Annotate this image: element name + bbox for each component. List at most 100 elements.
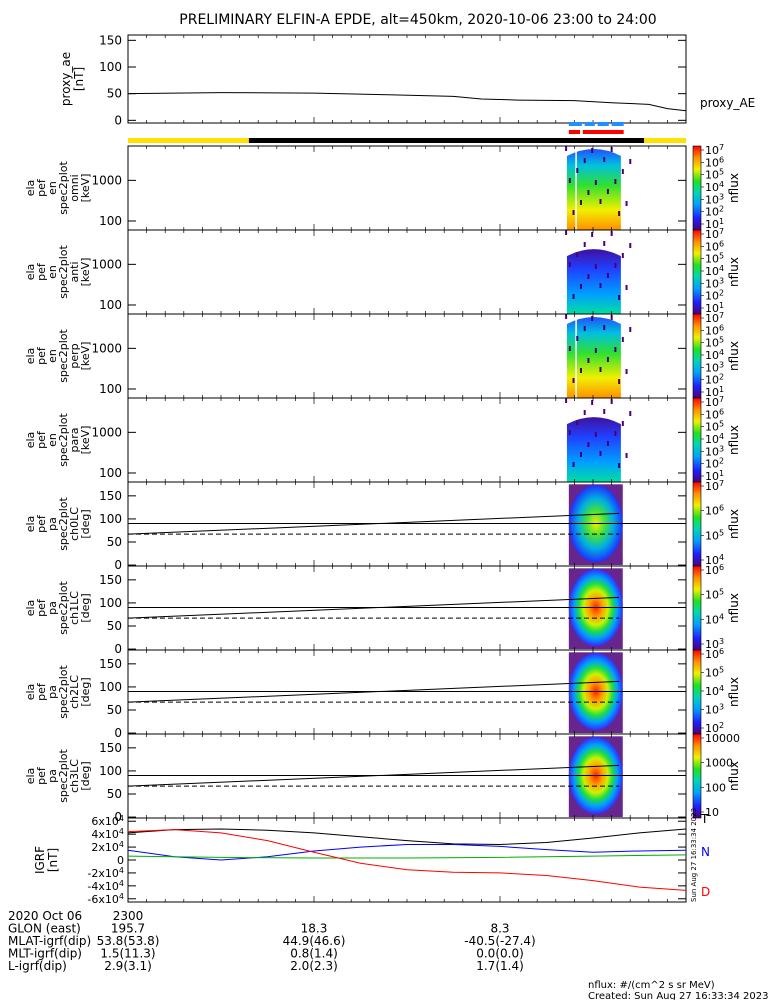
proxy-ae-panel: 0 50 100 150 proxy_ae [nT] proxy_AE [59,33,755,127]
spec-en-para-speck [576,420,579,425]
svg-text:[nT]: [nT] [72,67,86,91]
proxy-ae-line [127,92,687,112]
svg-text:ch2LC: ch2LC [68,675,81,709]
spec-en-para-speck [621,421,624,426]
spec-en-omni-spectrum [566,149,621,230]
spec-en-para-speck [599,451,602,456]
svg-text:[keV]: [keV] [79,342,92,371]
svg-text:[deg]: [deg] [79,509,92,538]
spec-en-omni-speck [625,201,628,206]
spec-en-omni-speck [565,146,568,151]
bar-yellow-left [128,138,249,143]
spec-pa-ch2-colorbar-tick: 105 [705,665,724,680]
spec-pa-ch3-ytick: 100 [99,764,122,778]
igrf-ylabel: IGRF [nT] [33,846,60,874]
spec-pa-ch1-ytick: 150 [99,573,122,587]
spec-pa-ch0-colorbar-label: nflux [727,509,741,539]
spec-pa-ch3-colorbar-tick: 10 [705,806,719,819]
ephemeris-row-label: MLAT-igrf(dip) [8,934,91,948]
spec-pa-ch3-colorbar-label: nflux [727,761,741,791]
spec-en-anti-colorbar-tick: 101 [705,301,724,316]
proxy-ae-ytick: 100 [99,60,122,74]
spec-pa-ch1-colorbar-tick: 106 [705,563,724,578]
spec-pa-ch1-ytick: 100 [99,596,122,610]
spec-pa-ch3-ytick: 50 [107,787,122,801]
bar-blue [568,122,582,126]
proxy-ae-ylabel: proxy_ae [nT] [59,52,86,106]
spec-en-para-speck [618,463,621,468]
spec-en-anti-spectrum [566,249,621,314]
svg-text:IGRF: IGRF [33,846,47,874]
spec-en-perp-speck [606,357,609,362]
ephemeris-value: 0.0(0.0) [476,947,524,961]
spec-en-omni-speck [568,178,571,183]
svg-text:proxy_ae: proxy_ae [59,52,73,106]
spec-en-perp-colorbar-tick: 103 [705,360,724,375]
spec-en-anti-colorbar-tick: 105 [705,251,724,266]
spec-en-para-speck [625,453,628,458]
svg-text:perp: perp [68,343,81,368]
svg-text:spec2plot: spec2plot [57,413,70,467]
svg-text:ela: ela [24,768,37,785]
spec-en-para-ytick: 100 [99,466,122,480]
spec-pa-ch1-ytick: 50 [107,619,122,633]
svg-text:spec2plot: spec2plot [57,497,70,551]
bar-blue [611,122,624,126]
spec-en-omni-gap [575,146,577,230]
spec-pa-ch2-ytick: 150 [99,657,122,671]
spec-en-para-panel: 1001000elapefenspec2plotpara[keV]1011021… [24,395,741,484]
spec-en-perp-colorbar [692,313,702,399]
spec-en-perp-speck [618,379,621,384]
ephemeris-row-label: MLT-igrf(dip) [8,947,82,961]
svg-text:spec2plot: spec2plot [57,245,70,299]
spec-en-perp-speck [583,326,586,331]
svg-text:pef: pef [35,598,48,617]
spec-en-para-colorbar-tick: 104 [705,432,724,447]
spec-pa-ch2-losscone-line [127,680,620,703]
svg-text:ela: ela [24,180,37,197]
spec-en-perp-speck [572,378,575,383]
spec-en-perp-colorbar-tick: 101 [705,385,724,400]
svg-text:ch1LC: ch1LC [68,591,81,625]
spec-en-anti-speck [565,230,568,235]
svg-text:ela: ela [24,432,37,449]
spec-en-para-speck [606,441,609,446]
spec-pa-ch2-colorbar-tick: 104 [705,684,724,699]
svg-text:en: en [46,349,59,363]
proxy-ae-series-label: proxy_AE [700,96,755,110]
svg-text:ela: ela [24,684,37,701]
spec-pa-ch0-colorbar-tick: 104 [705,553,724,568]
spec-pa-ch2-colorbar-tick: 103 [705,702,724,717]
spec-en-omni-colorbar-tick: 106 [705,155,724,170]
ephemeris-value: 2300 [113,909,144,923]
igrf-ytick: 6x104 [91,814,124,829]
ephemeris-value: 2.0(2.3) [290,959,338,973]
spec-en-para-speck [594,432,597,437]
spec-pa-ch0-ytick: 150 [99,489,122,503]
spec-en-perp-colorbar-label: nflux [727,341,741,371]
spec-en-omni-ytick: 100 [99,214,122,228]
spec-en-para-colorbar-label: nflux [727,425,741,455]
spec-en-para-colorbar-tick: 105 [705,419,724,434]
spec-en-omni-speck [579,200,582,205]
svg-text:anti: anti [68,261,81,282]
spec-en-perp-colorbar-tick: 106 [705,323,724,338]
spec-en-anti-ytick: 1000 [91,257,122,271]
spec-en-omni-colorbar-label: nflux [727,173,741,203]
spec-en-para-speck [591,400,594,405]
spec-pa-ch1-colorbar-tick: 104 [705,612,724,627]
spec-en-perp-speck [576,336,579,341]
spec-en-anti-colorbar-tick: 103 [705,276,724,291]
igrf-label-D: D [701,885,710,899]
spec-en-anti-speck [576,252,579,257]
svg-text:pa: pa [46,769,59,783]
proxy-ae-ytick: 0 [114,113,122,127]
svg-text:spec2plot: spec2plot [57,581,70,635]
